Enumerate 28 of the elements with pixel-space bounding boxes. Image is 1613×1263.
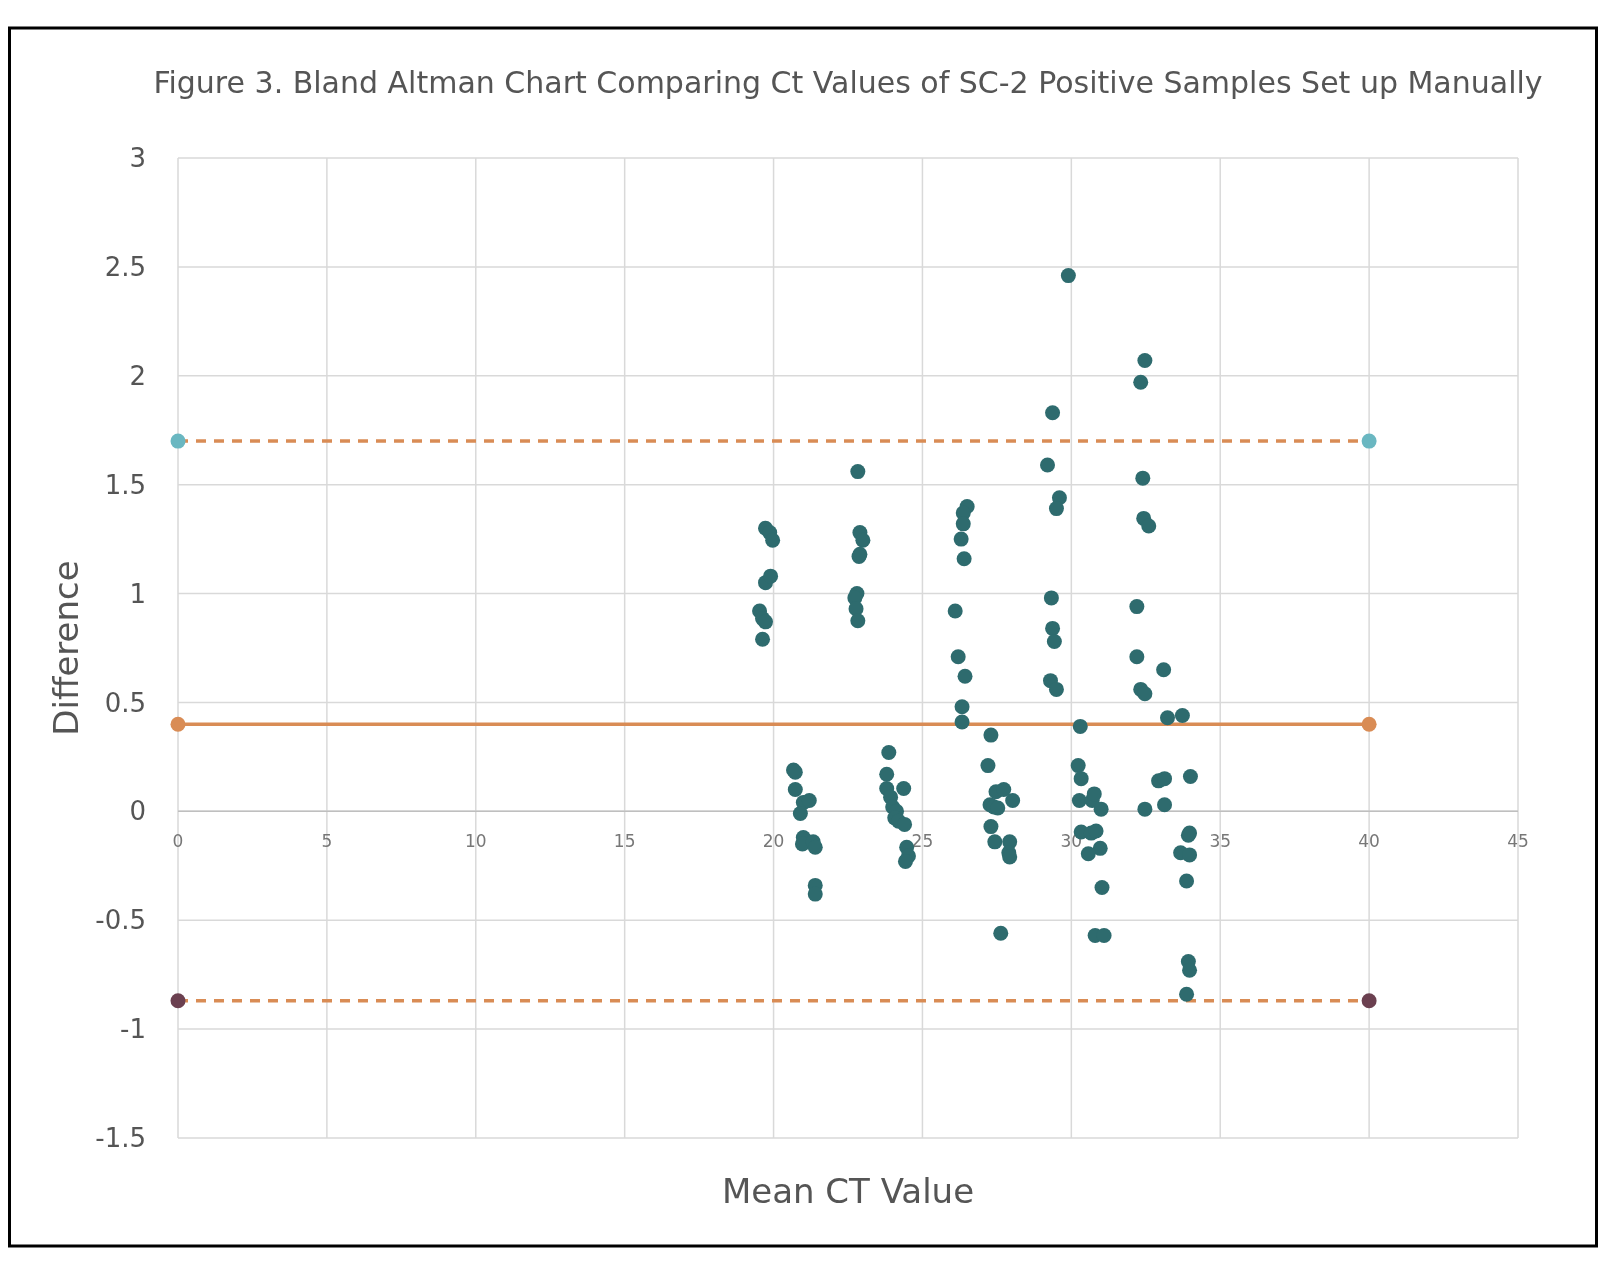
x-tick-label: 35 (1209, 831, 1232, 852)
x-tick-label: 20 (762, 831, 785, 852)
y-axis-title: Difference (46, 560, 86, 736)
y-tick-label: 3 (129, 143, 146, 174)
point (170, 433, 186, 449)
point (1361, 433, 1377, 449)
point (170, 716, 186, 732)
x-tick-label: 25 (911, 831, 934, 852)
x-tick-label: 40 (1358, 831, 1380, 852)
point (1361, 993, 1377, 1009)
y-tick-label: 2.5 (104, 251, 146, 282)
y-tick-label: 1.5 (104, 469, 146, 500)
y-tick-label: 1 (129, 578, 146, 609)
y-tick-label: -0.5 (95, 905, 146, 936)
y-tick-label: -1 (120, 1014, 146, 1045)
chart-title: Figure 3. Bland Altman Chart Comparing Ct Values of SC-2 Positive Samples Set up Manually (153, 65, 1543, 100)
x-tick-label: 10 (464, 831, 487, 852)
y-tick-label: 2 (129, 360, 146, 391)
x-tick-label: 15 (613, 831, 636, 852)
x-tick-label: 45 (1507, 831, 1529, 852)
y-tick-label: -1.5 (95, 1123, 146, 1154)
point (1361, 716, 1377, 732)
y-tick-label: 0.5 (104, 687, 146, 718)
y-tick-label: 0 (129, 796, 146, 827)
point (170, 993, 186, 1009)
x-axis-title: Mean CT Value (721, 1171, 975, 1211)
x-tick-label: 0 (172, 831, 184, 852)
x-tick-label: 5 (321, 831, 333, 852)
